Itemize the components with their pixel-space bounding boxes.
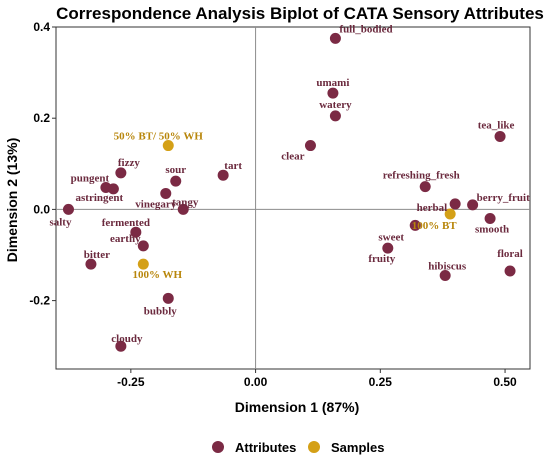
chart-title: Correspondence Analysis Biplot of CATA S… xyxy=(56,4,544,23)
y-tick-label: 0.4 xyxy=(33,20,50,34)
attribute-point-tangy xyxy=(177,203,189,215)
attribute-point-full-bodied xyxy=(329,32,341,44)
attribute-point-sour xyxy=(170,175,182,187)
sample-label-100-bt: 100% BT xyxy=(412,220,458,232)
attribute-label-earthy: earthy xyxy=(110,233,141,245)
attribute-label-pungent: pungent xyxy=(71,173,110,185)
attribute-point-clear xyxy=(304,140,316,152)
x-tick-label: -0.25 xyxy=(117,375,145,389)
attribute-point-floral xyxy=(504,265,516,277)
legend-marker-attributes xyxy=(212,441,224,453)
legend-label-samples: Samples xyxy=(331,440,384,455)
attribute-label-tangy: tangy xyxy=(172,196,199,208)
attribute-label-sweet: sweet xyxy=(378,231,404,243)
attribute-label-fizzy: fizzy xyxy=(118,157,140,169)
attribute-label-fermented: fermented xyxy=(102,217,150,229)
attribute-label-tea-like: tea_like xyxy=(478,119,515,131)
x-axis-title: Dimension 1 (87%) xyxy=(235,399,359,415)
legend-label-attributes: Attributes xyxy=(235,440,296,455)
sample-label-50-bt-50-wh: 50% BT/ 50% WH xyxy=(114,131,204,143)
data-points xyxy=(62,32,516,352)
attribute-point-refreshing-fresh xyxy=(419,181,431,193)
attribute-label-sour: sour xyxy=(165,164,186,176)
attribute-point-earthy xyxy=(137,240,149,252)
attribute-label-astringent: astringent xyxy=(76,192,124,204)
attribute-label-cloudy: cloudy xyxy=(111,333,143,345)
attribute-label-bitter: bitter xyxy=(84,249,110,261)
attribute-point-hibiscus xyxy=(439,270,451,282)
sample-point-50-bt-50-wh xyxy=(162,140,174,152)
sample-point-100-bt xyxy=(444,208,456,220)
sample-point-100-wh xyxy=(137,258,149,270)
attribute-label-fruity: fruity xyxy=(368,253,395,265)
attribute-point-cloudy xyxy=(115,340,127,352)
attribute-label-refreshing-fresh: refreshing_fresh xyxy=(383,170,460,182)
sample-label-100-wh: 100% WH xyxy=(133,269,183,281)
attribute-label-smooth: smooth xyxy=(475,224,509,236)
y-tick-label: -0.2 xyxy=(29,294,50,308)
y-tick-label: 0.0 xyxy=(33,202,50,216)
attribute-point-herbal xyxy=(449,198,461,210)
attribute-point-watery xyxy=(329,110,341,122)
attribute-point-tea-like xyxy=(494,130,506,142)
attribute-point-salty xyxy=(62,203,74,215)
attribute-point-bitter xyxy=(85,258,97,270)
attribute-label-bubbly: bubbly xyxy=(144,305,178,317)
attribute-point-umami xyxy=(327,87,339,99)
legend-marker-samples xyxy=(308,441,320,453)
attribute-label-tart: tart xyxy=(224,160,242,172)
plot-panel: -0.25 0.00 0.25 0.50 -0.2 0.0 0.2 0.4 full_bodi… xyxy=(29,20,531,389)
x-tick-label: 0.00 xyxy=(244,375,268,389)
attribute-point-smooth xyxy=(484,213,496,225)
attribute-label-full-bodied: full_bodied xyxy=(339,23,392,35)
attribute-label-umami: umami xyxy=(316,77,349,89)
attribute-label-hibiscus: hibiscus xyxy=(428,261,467,273)
attribute-point-vinegary xyxy=(160,187,172,199)
attribute-point-fizzy xyxy=(115,167,127,179)
legend: Attributes Samples xyxy=(212,440,384,455)
x-tick-label: 0.50 xyxy=(493,375,517,389)
attribute-point-tart xyxy=(217,169,229,181)
attribute-label-floral: floral xyxy=(497,248,523,260)
y-tick-label: 0.2 xyxy=(33,111,50,125)
attribute-label-berry-fruit: berry_fruit xyxy=(477,192,530,204)
axis-ticks: -0.25 0.00 0.25 0.50 -0.2 0.0 0.2 0.4 xyxy=(29,20,517,389)
attribute-label-watery: watery xyxy=(319,99,352,111)
attribute-point-fermented xyxy=(130,226,142,238)
attribute-point-bubbly xyxy=(162,292,174,304)
attribute-point-sweet xyxy=(409,219,421,231)
attribute-label-salty: salty xyxy=(49,216,72,228)
attribute-label-clear: clear xyxy=(281,151,304,163)
attribute-point-fruity xyxy=(382,242,394,254)
plot-border xyxy=(55,26,531,370)
attribute-label-herbal: herbal xyxy=(417,202,448,214)
attribute-point-astringent xyxy=(107,183,119,195)
attribute-point-berry-fruit xyxy=(467,199,479,211)
y-axis-title: Dimension 2 (13%) xyxy=(4,138,20,262)
attribute-label-vinegary: vinegary xyxy=(135,198,176,210)
x-tick-label: 0.25 xyxy=(369,375,393,389)
